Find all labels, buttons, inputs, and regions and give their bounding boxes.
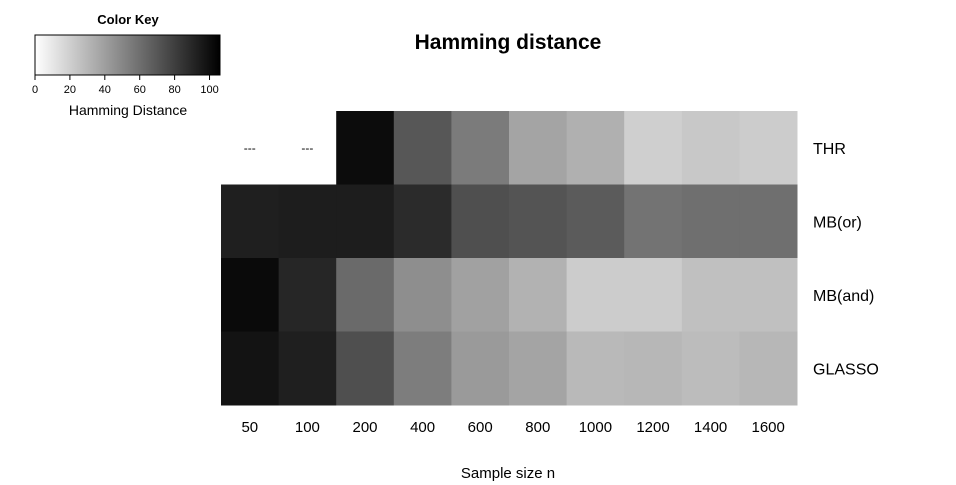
heatmap-cell — [624, 184, 683, 259]
heatmap-cell — [336, 184, 395, 259]
heatmap-cell — [681, 184, 740, 259]
chart-title: Hamming distance — [415, 31, 602, 54]
color-key-tick-label: 40 — [99, 84, 111, 96]
color-key: Color Key 0 20 40 60 80 100 Hamming Distance — [32, 12, 221, 118]
column-label: 1200 — [636, 419, 669, 436]
heatmap-cell — [739, 184, 798, 259]
heatmap-cell — [451, 331, 510, 406]
heatmap-cell — [509, 331, 568, 406]
heatmap-cell — [566, 111, 625, 185]
heatmap-cell — [451, 184, 510, 259]
heatmap-cell — [336, 331, 395, 406]
column-label: 200 — [352, 419, 377, 436]
missing-cell-label: --- — [301, 141, 313, 155]
heatmap-cell — [393, 258, 452, 332]
heatmap-cell — [278, 331, 337, 406]
heatmap-cell — [509, 111, 568, 185]
row-label: THR — [813, 141, 846, 158]
heatmap-cell — [739, 258, 798, 332]
column-label: 800 — [525, 419, 550, 436]
heatmap-cell — [278, 184, 337, 259]
column-label: 1400 — [694, 419, 727, 436]
heatmap-cell — [681, 331, 740, 406]
heatmap-cell — [393, 331, 452, 406]
column-label: 1600 — [752, 419, 785, 436]
x-axis-label: Sample size n — [461, 465, 555, 482]
heatmap-cell — [278, 258, 337, 332]
heatmap-cell — [566, 184, 625, 259]
column-labels: 50 100 200 400 600 800 1000 1200 1400 1600 — [241, 419, 784, 436]
heatmap-cell — [624, 111, 683, 185]
heatmap-cell — [681, 111, 740, 185]
heatmap-cell — [451, 111, 510, 185]
heatmap-cell — [624, 258, 683, 332]
heatmap-cell — [393, 184, 452, 259]
column-label: 100 — [295, 419, 320, 436]
heatmap-cell — [221, 258, 280, 332]
heatmap-cell — [566, 331, 625, 406]
heatmap-cell — [336, 258, 395, 332]
color-key-tick-label: 100 — [200, 84, 218, 96]
heatmap-cell — [221, 184, 280, 259]
missing-cell-label: --- — [244, 141, 256, 155]
color-key-gradient — [34, 34, 221, 76]
heatmap-cell — [624, 331, 683, 406]
color-key-label: Hamming Distance — [69, 102, 187, 118]
heatmap-cell — [336, 111, 395, 185]
row-labels: THR MB(or) MB(and) GLASSO — [813, 141, 879, 379]
heatmap-cell — [451, 258, 510, 332]
row-label: GLASSO — [813, 361, 879, 378]
color-key-ticks: 0 20 40 60 80 100 — [32, 75, 219, 96]
color-key-tick-label: 20 — [64, 84, 76, 96]
heatmap-cell — [509, 184, 568, 259]
row-label: MB(and) — [813, 288, 874, 305]
heatmap-cell — [509, 258, 568, 332]
column-label: 400 — [410, 419, 435, 436]
color-key-tick-label: 80 — [168, 84, 180, 96]
column-label: 1000 — [579, 419, 612, 436]
color-key-tick-label: 0 — [32, 84, 38, 96]
column-label: 50 — [241, 419, 258, 436]
heatmap-cell — [681, 258, 740, 332]
color-key-title: Color Key — [97, 12, 159, 27]
color-key-tick-label: 60 — [134, 84, 146, 96]
heatmap-cell — [739, 331, 798, 406]
heatmap-cell — [566, 258, 625, 332]
heatmap-cell — [393, 111, 452, 185]
row-label: MB(or) — [813, 214, 862, 231]
heatmap-cells: --- --- — [221, 111, 798, 406]
heatmap-cell — [739, 111, 798, 185]
heatmap-cell — [221, 331, 280, 406]
column-label: 600 — [468, 419, 493, 436]
